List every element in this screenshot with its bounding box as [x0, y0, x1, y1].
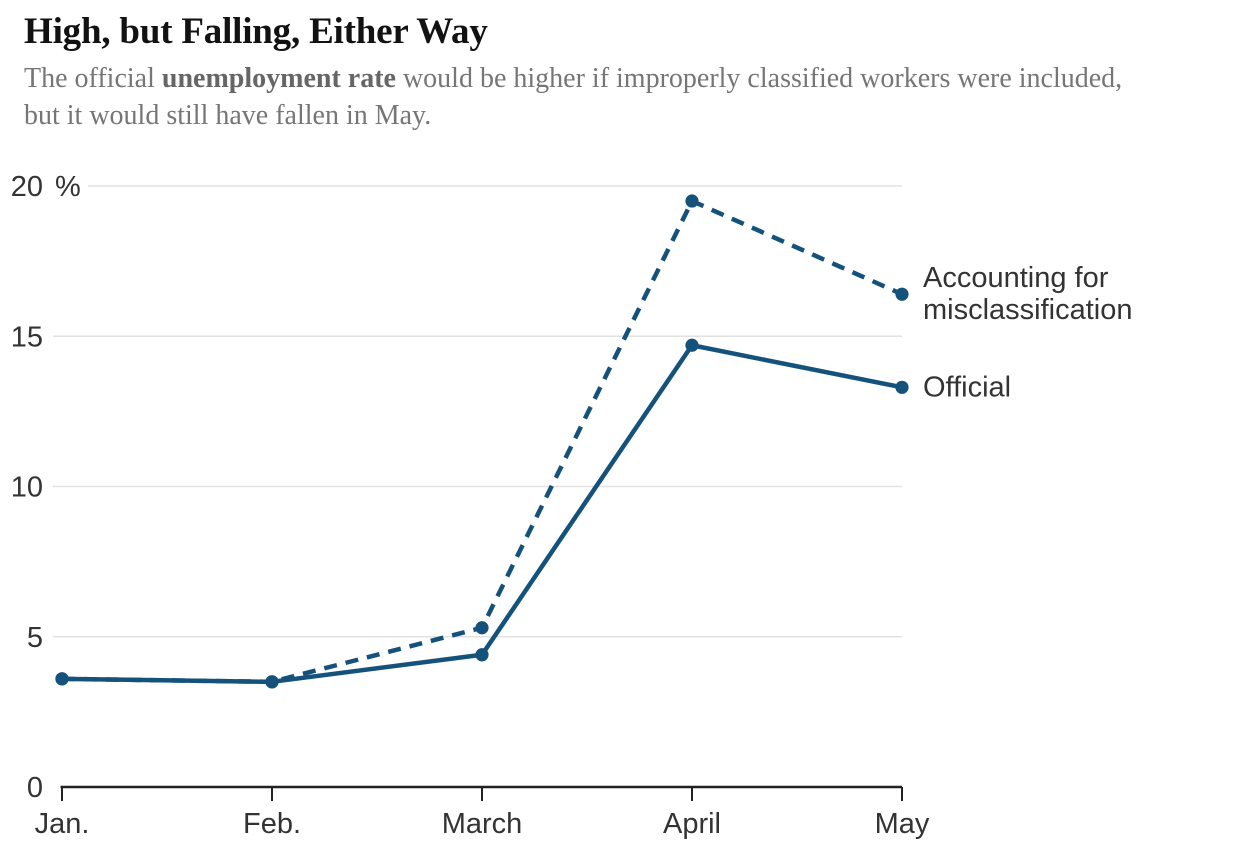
chart-title: High, but Falling, Either Way	[24, 11, 488, 52]
subtitle-text-line2: but it would still have fallen in May.	[24, 100, 432, 131]
y-tick-label: 10	[11, 472, 43, 504]
y-tick-label: 20	[11, 171, 43, 203]
y-tick-label: 15	[11, 321, 43, 353]
x-tick-label: May	[875, 808, 930, 840]
data-point-official	[265, 675, 279, 689]
data-point-misclassification	[895, 287, 909, 301]
x-tick-label: Feb.	[243, 808, 301, 840]
y-tick-label: 5	[27, 622, 43, 654]
data-point-misclassification	[475, 621, 489, 635]
series-line-misclassification	[61, 198, 903, 685]
subtitle-text-line1: would be higher if improperly classified…	[395, 63, 1123, 94]
subtitle-text-pre: The official	[24, 63, 162, 94]
chart-subtitle: The official unemployment rate would be …	[24, 60, 1229, 134]
chart-header: High, but Falling, Either Way The offici…	[24, 10, 1229, 134]
subtitle-bold-text: unemployment rate	[161, 63, 396, 94]
data-point-official	[55, 672, 69, 686]
series-label-misclassification: Accounting for	[923, 262, 1109, 294]
data-point-official	[475, 648, 489, 662]
data-point-official	[685, 338, 699, 352]
chart-canvas: 20 % 15 10 5 0 Jan. Feb. March April May Accounting…	[11, 171, 1133, 840]
x-tick-label: Jan.	[35, 808, 90, 840]
series-label-misclassification: misclassification	[923, 294, 1133, 326]
data-point-official	[895, 380, 909, 394]
y-tick-label: 0	[27, 772, 43, 804]
y-axis-unit-label: %	[55, 171, 81, 203]
data-point-misclassification	[685, 194, 699, 208]
x-tick-label: April	[663, 808, 721, 840]
line-chart: 20% 15 10 5 0 Jan. Feb. March April May Accounting…	[0, 150, 1239, 861]
x-tick-label: March	[442, 808, 523, 840]
series-label-official: Official	[923, 371, 1011, 403]
